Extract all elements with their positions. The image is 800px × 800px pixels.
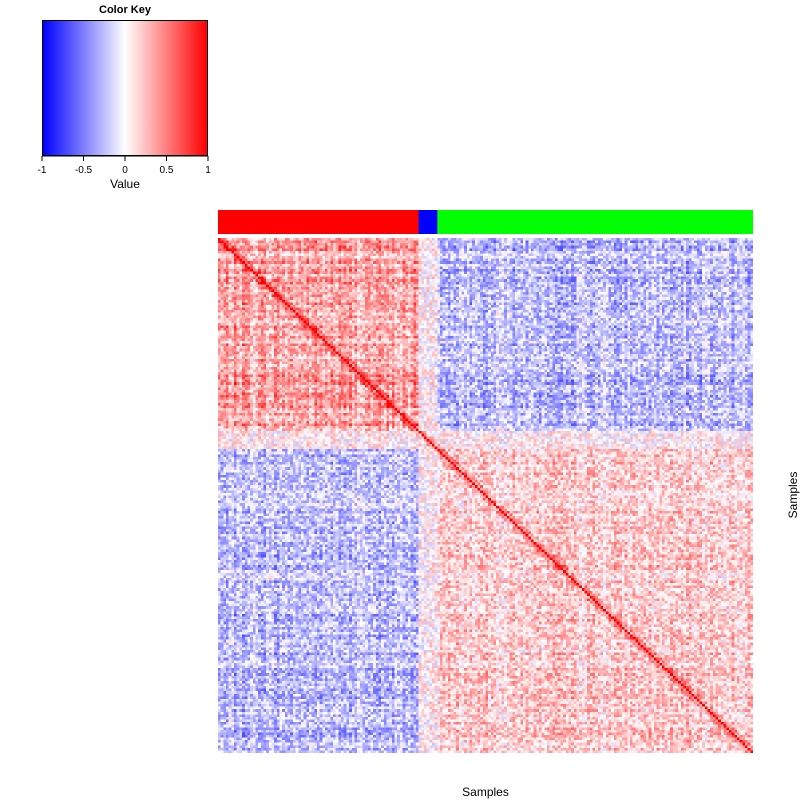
color-key-tick-label: 1 [205,165,211,176]
color-key-axis: -1 -0.5 0 0.5 1 [38,155,211,176]
group-bar-3 [437,210,753,234]
x-axis-label: Samples [462,785,509,799]
color-key-value-label: Value [110,177,140,191]
group-color-side-bar [218,210,753,234]
color-key-tick-label: 0.5 [160,165,174,176]
color-key-title: Color Key [99,4,151,16]
color-key-tick-label: 0 [122,165,128,176]
group-bar-2 [418,210,438,234]
group-bar-1 [218,210,420,234]
color-key-gradient [42,20,208,156]
correlation-heatmap [218,238,753,753]
y-axis-label: Samples [786,471,800,519]
color-key-tick-label: -0.5 [75,165,93,176]
color-key-tick-label: -1 [38,165,47,176]
